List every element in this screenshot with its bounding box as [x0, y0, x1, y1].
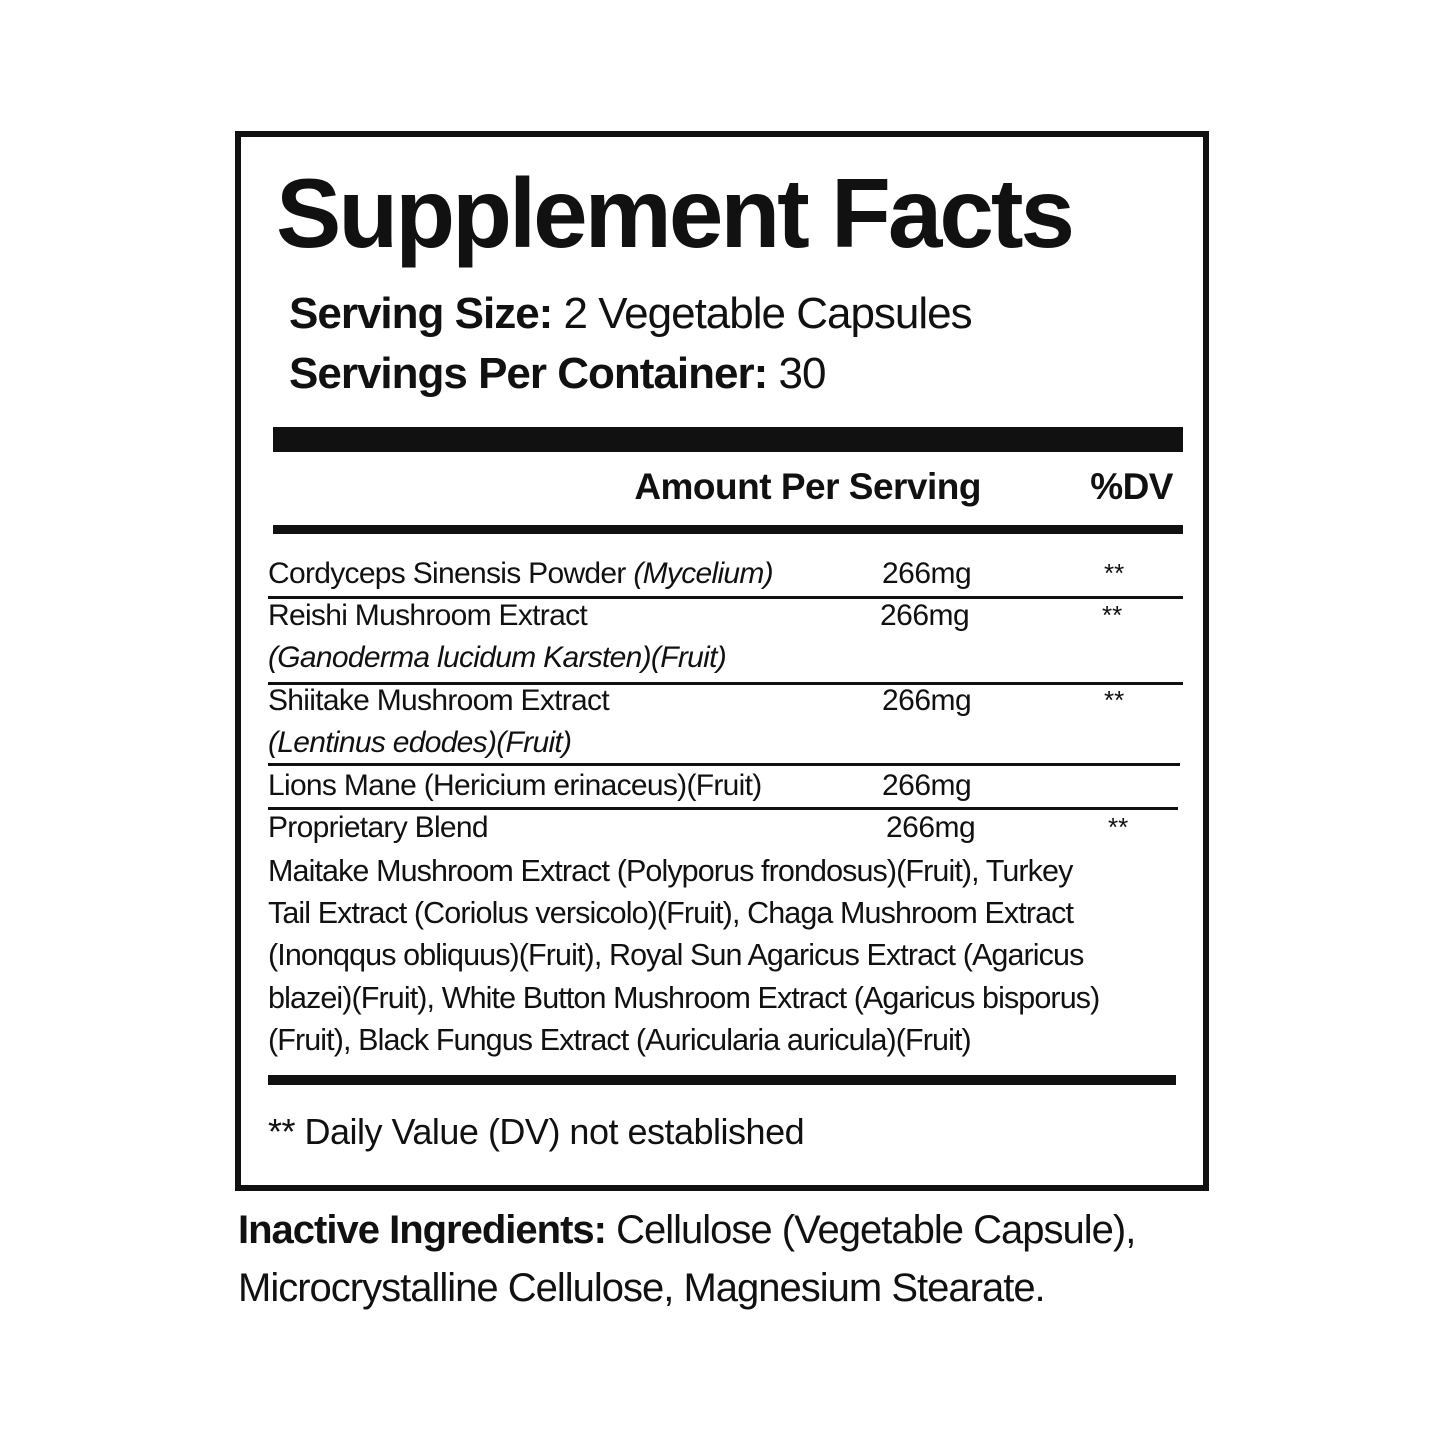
ingredient-amount: 266mg	[882, 684, 972, 717]
servings-per-container-label: Servings Per Container:	[289, 349, 768, 398]
blend-line: (Inonqqus obliquus)(Fruit), Royal Sun Ag…	[268, 938, 1084, 972]
blend-line: (Fruit), Black Fungus Extract (Auricular…	[268, 1023, 972, 1057]
row-divider	[268, 596, 1183, 599]
ingredient-name: Lions Mane (Hericium erinaceus)(Fruit)	[268, 769, 762, 802]
servings-per-container-value: 30	[778, 349, 827, 398]
row-divider	[268, 682, 1183, 685]
ingredient-name: Shiitake Mushroom Extract	[268, 684, 610, 717]
serving-size: Serving Size: 2 Vegetable Capsules	[289, 288, 973, 340]
blend-line: Maitake Mushroom Extract (Polyporus fron…	[268, 854, 1073, 888]
ingredient-name: Proprietary Blend	[268, 811, 489, 844]
blend-line: blazei)(Fruit), White Button Mushroom Ex…	[268, 981, 1100, 1015]
panel-title: Supplement Facts	[276, 158, 1075, 268]
ingredient-name: Reishi Mushroom Extract	[268, 599, 588, 632]
ingredient-source: (Ganoderma lucidum Karsten)(Fruit)	[268, 641, 727, 674]
blend-line: Tail Extract (Coriolus versicolo)(Fruit)…	[268, 896, 1074, 930]
inactive-ingredients-line2: Microcrystalline Cellulose, Magnesium St…	[238, 1266, 1046, 1310]
ingredient-dv: **	[1102, 600, 1123, 630]
supplement-facts-panel	[235, 131, 1209, 1191]
ingredient-name-text: Cordyceps Sinensis Powder	[268, 557, 634, 590]
thick-divider	[273, 427, 1183, 452]
ingredient-dv: **	[1104, 558, 1125, 588]
ingredient-amount: 266mg	[880, 599, 970, 632]
ingredient-source: (Mycelium)	[633, 557, 773, 590]
footnote: ** Daily Value (DV) not established	[268, 1111, 805, 1152]
ingredient-amount: 266mg	[882, 557, 972, 590]
ingredient-name: Cordyceps Sinensis Powder (Mycelium)	[268, 556, 774, 592]
ingredient-amount: 266mg	[886, 811, 976, 844]
amount-per-serving-header: Amount Per Serving	[634, 466, 981, 507]
ingredient-source: (Lentinus edodes)(Fruit)	[268, 726, 572, 759]
serving-size-value: 2 Vegetable Capsules	[563, 289, 973, 338]
ingredient-dv: **	[1108, 812, 1129, 842]
dv-header: %DV	[1090, 466, 1173, 507]
bottom-divider	[268, 1075, 1176, 1085]
ingredient-dv: **	[1104, 685, 1125, 715]
row-divider	[268, 763, 1180, 766]
header-divider	[273, 525, 1183, 534]
row-divider	[268, 807, 1178, 810]
inactive-ingredients-line1: Cellulose (Vegetable Capsule),	[616, 1208, 1136, 1252]
servings-per-container: Servings Per Container: 30	[289, 348, 827, 400]
ingredient-amount: 266mg	[882, 769, 972, 802]
inactive-ingredients: Inactive Ingredients: Cellulose (Vegetab…	[238, 1206, 1136, 1254]
inactive-ingredients-label: Inactive Ingredients:	[238, 1208, 607, 1252]
serving-size-label: Serving Size:	[289, 289, 553, 338]
